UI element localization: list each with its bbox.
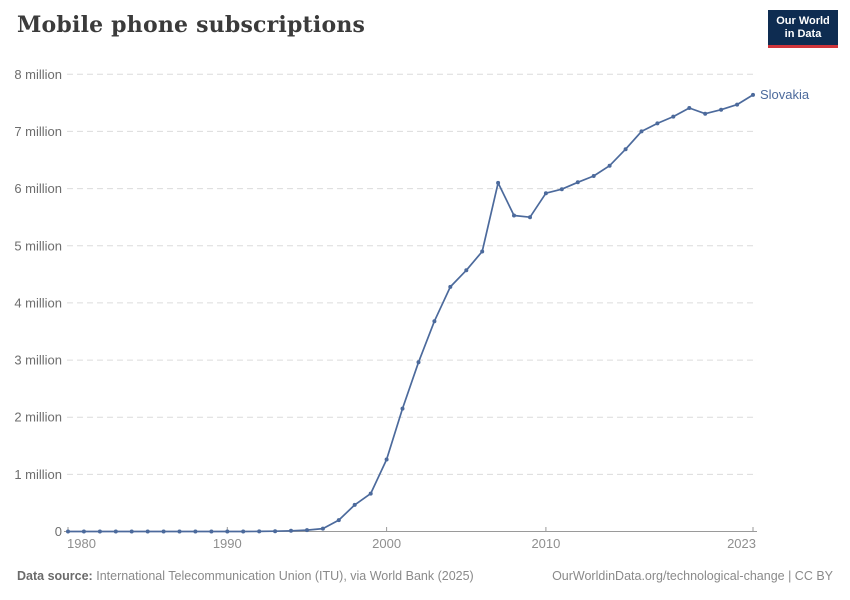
data-point[interactable] bbox=[113, 529, 118, 534]
data-point[interactable] bbox=[81, 529, 86, 534]
data-point[interactable] bbox=[209, 529, 214, 534]
data-point[interactable] bbox=[177, 529, 182, 534]
data-point[interactable] bbox=[512, 213, 516, 218]
y-axis-label: 8 million bbox=[14, 67, 62, 82]
data-point[interactable] bbox=[480, 249, 485, 254]
chart-footer: Data source: International Telecommunica… bbox=[17, 568, 833, 584]
chart-canvas: 0 1 million 2 million 3 million 4 million 5 m… bbox=[14, 67, 810, 551]
data-point[interactable] bbox=[416, 360, 421, 365]
data-point[interactable] bbox=[639, 129, 644, 134]
x-axis-label: 2000 bbox=[372, 536, 401, 551]
data-point[interactable] bbox=[655, 121, 660, 126]
x-axis-label: 1980 bbox=[67, 536, 96, 551]
data-point[interactable] bbox=[575, 180, 580, 185]
data-point[interactable] bbox=[687, 106, 692, 110]
data-point[interactable] bbox=[97, 529, 102, 534]
owid-logo[interactable]: Our World in Data bbox=[768, 10, 838, 48]
y-axis-label: 3 million bbox=[14, 353, 62, 368]
data-point[interactable] bbox=[432, 319, 437, 324]
data-point[interactable] bbox=[273, 529, 278, 534]
data-point[interactable] bbox=[607, 163, 612, 168]
data-source-text: International Telecommunication Union (I… bbox=[96, 569, 474, 583]
data-point[interactable] bbox=[305, 528, 309, 533]
y-axis-label: 6 million bbox=[14, 181, 62, 196]
data-point[interactable] bbox=[719, 107, 724, 112]
series-label-slovakia[interactable]: Slovakia bbox=[760, 87, 810, 102]
x-axis-label: 1990 bbox=[213, 536, 242, 551]
data-point[interactable] bbox=[543, 191, 548, 196]
data-point[interactable] bbox=[161, 529, 166, 534]
data-point[interactable] bbox=[289, 528, 293, 533]
data-point[interactable] bbox=[225, 529, 230, 534]
data-point[interactable] bbox=[257, 529, 262, 534]
data-point[interactable] bbox=[671, 114, 676, 119]
y-axis-label: 1 million bbox=[14, 467, 62, 482]
data-point[interactable] bbox=[336, 518, 341, 523]
y-axis-label: 4 million bbox=[14, 295, 62, 310]
data-point[interactable] bbox=[145, 529, 150, 534]
data-point[interactable] bbox=[591, 174, 596, 178]
x-axis-label: 2010 bbox=[531, 536, 560, 551]
data-source-note: Data source: International Telecommunica… bbox=[17, 568, 474, 584]
data-point[interactable] bbox=[320, 526, 325, 531]
x-axis-label: 2023 bbox=[727, 536, 756, 551]
data-point[interactable] bbox=[623, 147, 628, 152]
data-source-label: Data source: bbox=[17, 569, 93, 583]
data-point[interactable] bbox=[352, 502, 357, 507]
data-point[interactable] bbox=[193, 529, 198, 534]
data-point[interactable] bbox=[703, 111, 708, 116]
y-axis-label: 7 million bbox=[14, 124, 62, 139]
data-point[interactable] bbox=[559, 187, 564, 192]
data-point[interactable] bbox=[448, 284, 453, 289]
data-point[interactable] bbox=[464, 268, 469, 273]
page-title: Mobile phone subscriptions bbox=[17, 12, 366, 38]
data-point[interactable] bbox=[751, 92, 755, 97]
data-point[interactable] bbox=[66, 529, 70, 534]
data-point[interactable] bbox=[368, 491, 373, 496]
y-axis-label: 2 million bbox=[14, 410, 62, 425]
y-axis-label: 5 million bbox=[14, 238, 62, 253]
owid-link[interactable]: OurWorldinData.org/technological-change … bbox=[552, 569, 833, 583]
data-point[interactable] bbox=[400, 406, 405, 411]
owid-logo-line2: in Data bbox=[784, 28, 822, 40]
series-line-slovakia[interactable] bbox=[67, 94, 754, 533]
data-point[interactable] bbox=[129, 529, 134, 534]
data-point[interactable] bbox=[496, 180, 501, 185]
y-axis-label: 0 bbox=[55, 524, 62, 539]
data-point[interactable] bbox=[528, 215, 532, 220]
data-point[interactable] bbox=[384, 457, 389, 462]
data-point[interactable] bbox=[735, 102, 740, 107]
owid-logo-line1: Our World bbox=[776, 15, 830, 27]
data-point[interactable] bbox=[241, 529, 246, 534]
